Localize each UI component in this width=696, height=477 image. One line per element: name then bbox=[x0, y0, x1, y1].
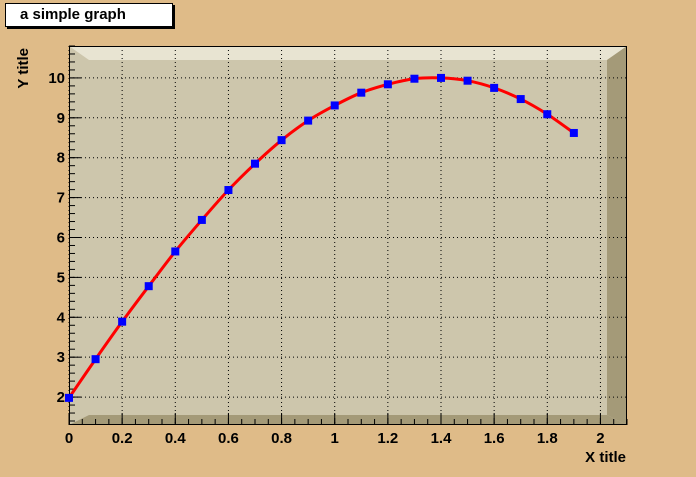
y-tick-label: 8 bbox=[57, 150, 65, 167]
data-point bbox=[197, 215, 206, 224]
y-tick-label: 4 bbox=[57, 309, 66, 326]
data-point bbox=[437, 73, 445, 82]
x-tick-label: 1.4 bbox=[431, 430, 453, 447]
data-point bbox=[410, 74, 419, 83]
data-point bbox=[330, 101, 339, 110]
y-tick-label: 7 bbox=[57, 190, 65, 207]
x-tick-label: 1.6 bbox=[484, 430, 505, 447]
y-tick-label: 6 bbox=[57, 229, 65, 246]
data-point bbox=[277, 136, 286, 145]
data-point bbox=[569, 128, 578, 137]
x-axis-title: X title bbox=[585, 449, 626, 466]
data-point bbox=[251, 159, 259, 168]
data-point bbox=[144, 282, 153, 291]
data-point bbox=[543, 110, 552, 119]
plot-background bbox=[69, 46, 627, 425]
x-tick-label: 1 bbox=[331, 430, 339, 447]
y-tick-label: 3 bbox=[57, 349, 65, 366]
y-tick-label: 9 bbox=[57, 110, 65, 127]
x-tick-label: 1.8 bbox=[537, 430, 558, 447]
frame-bevel-top bbox=[69, 46, 627, 60]
series bbox=[65, 73, 578, 402]
x-tick-label: 2 bbox=[596, 430, 604, 447]
y-axis-title: Y title bbox=[15, 48, 32, 89]
x-tick-label: 1.2 bbox=[377, 430, 398, 447]
x-tick-label: 0 bbox=[65, 430, 73, 447]
y-tick-label: 10 bbox=[48, 70, 65, 87]
data-point bbox=[463, 76, 472, 85]
data-point bbox=[65, 393, 73, 402]
y-tick-label: 2 bbox=[57, 389, 65, 406]
x-tick-label: 0.4 bbox=[165, 430, 187, 447]
x-tick-label: 0.2 bbox=[112, 430, 133, 447]
chart-title: a simple graph bbox=[5, 3, 173, 27]
data-point bbox=[357, 88, 366, 97]
plot-frame bbox=[69, 46, 627, 425]
data-point bbox=[91, 355, 100, 364]
data-point bbox=[118, 317, 127, 326]
data-point bbox=[383, 80, 392, 89]
x-tick-label: 0.8 bbox=[271, 430, 292, 447]
data-point bbox=[490, 83, 499, 92]
data-point bbox=[171, 247, 180, 256]
x-tick-label: 0.6 bbox=[218, 430, 239, 447]
grid bbox=[68, 46, 627, 425]
data-point bbox=[224, 186, 233, 195]
data-point bbox=[516, 95, 525, 104]
y-tick-label: 5 bbox=[57, 269, 65, 286]
axes: 0 0.2 0.4 0.6 0.8 1 1.2 1.4 1.6 1.8 2 2 3 4 5 6 7 8 9 10 bbox=[48, 45, 628, 447]
data-point bbox=[304, 116, 313, 125]
frame-bevel-right bbox=[607, 46, 627, 425]
